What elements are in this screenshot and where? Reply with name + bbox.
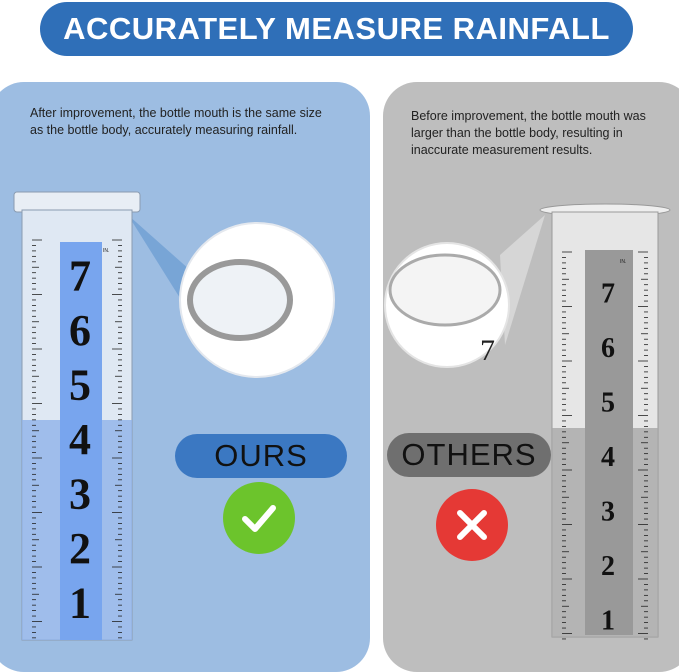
x-icon xyxy=(436,489,508,561)
others-magnifier-number: 7 xyxy=(480,334,495,367)
ours-magnifier-tube-mouth xyxy=(187,259,293,341)
scale-number: 2 xyxy=(69,524,91,573)
scale-number: 5 xyxy=(601,388,615,419)
others-scale-numbers: 7 6 5 4 3 2 1 xyxy=(601,279,615,637)
others-magnifier-tube-mouth xyxy=(388,253,502,327)
scale-number: 7 xyxy=(601,279,615,310)
others-magnifier-beam xyxy=(500,215,545,345)
scale-number: 6 xyxy=(601,333,615,364)
others-description: Before improvement, the bottle mouth was… xyxy=(411,109,646,157)
scale-number: 1 xyxy=(69,579,91,628)
ours-description: After improvement, the bottle mouth is t… xyxy=(30,106,322,137)
header-banner: ACCURATELY MEASURE RAINFALL xyxy=(40,2,633,56)
others-label: OTHERS xyxy=(387,433,551,477)
ours-label: OURS xyxy=(175,434,347,478)
others-label-text: OTHERS xyxy=(401,437,537,472)
scale-number: 5 xyxy=(69,361,91,410)
others-rain-gauge: 7 6 5 4 3 2 1 IN. 7 xyxy=(384,203,671,640)
scale-number: 4 xyxy=(601,442,615,473)
others-unit-label: IN. xyxy=(620,259,626,265)
others-scale-strip xyxy=(585,250,633,635)
ours-unit-label: IN. xyxy=(103,248,109,254)
scale-number: 4 xyxy=(69,415,91,464)
scale-number: 1 xyxy=(601,606,615,637)
ours-scale-strip xyxy=(60,242,102,640)
ours-scale-numbers: 7 6 5 4 3 2 1 xyxy=(69,252,91,628)
ours-label-text: OURS xyxy=(214,438,308,473)
scale-number: 2 xyxy=(601,551,615,582)
scale-number: 3 xyxy=(69,470,91,519)
ours-rain-gauge: 7 6 5 4 3 2 1 IN. xyxy=(13,191,335,641)
scale-number: 6 xyxy=(69,306,91,355)
scale-number: 7 xyxy=(69,252,91,301)
scale-number: 3 xyxy=(601,497,615,528)
page-title: ACCURATELY MEASURE RAINFALL xyxy=(63,11,610,46)
checkmark-icon xyxy=(223,482,295,554)
